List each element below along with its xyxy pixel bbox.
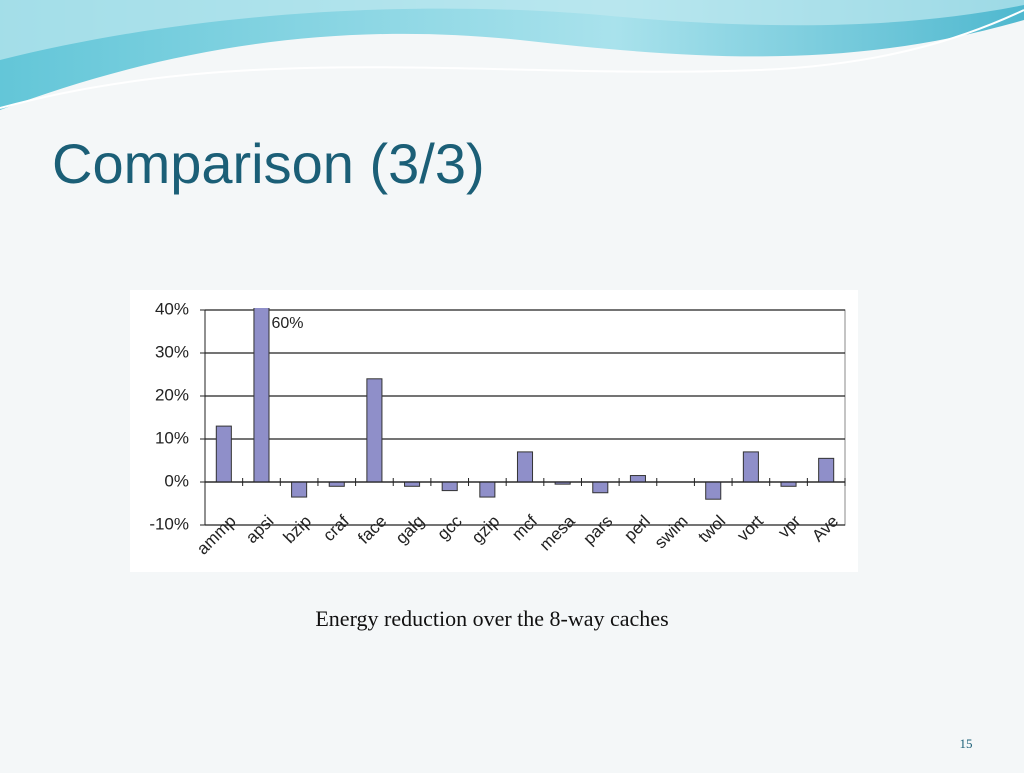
wave-line	[0, 9, 1024, 109]
bar	[592, 481, 609, 494]
annotation: 60%	[271, 315, 303, 332]
bar	[291, 481, 308, 498]
bar	[404, 481, 421, 487]
bar	[818, 457, 835, 483]
y-tick-label: 10%	[155, 428, 189, 447]
y-tick-label: 0%	[164, 471, 189, 490]
y-tick-label: 30%	[155, 342, 189, 361]
bars	[215, 308, 835, 500]
header-wave-light	[0, 0, 1024, 60]
caption: Energy reduction over the 8-way caches	[315, 606, 668, 631]
bar	[705, 481, 722, 500]
bar	[328, 481, 345, 487]
bar	[780, 481, 797, 487]
y-tick-label: 20%	[155, 385, 189, 404]
bar	[742, 451, 759, 483]
bar	[629, 475, 646, 483]
y-tick-label: 40%	[155, 299, 189, 318]
bar	[441, 481, 458, 492]
bar	[366, 378, 383, 483]
page-number: 15	[960, 736, 973, 751]
bar	[479, 481, 496, 498]
bar	[253, 308, 270, 483]
bar	[516, 451, 534, 483]
header-wave	[0, 0, 1024, 110]
bar	[215, 425, 232, 483]
y-tick-label: -10%	[149, 514, 189, 533]
slide-title: Comparison (3/3)	[52, 132, 485, 195]
